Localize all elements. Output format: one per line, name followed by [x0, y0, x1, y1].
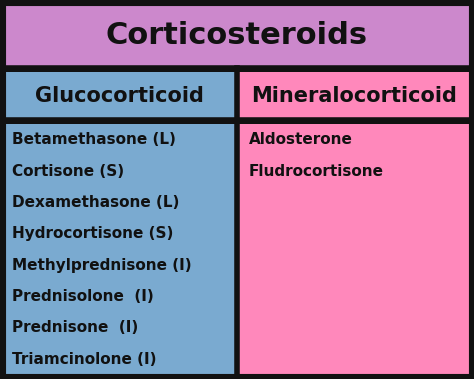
Bar: [4, 124, 236, 375]
Text: Glucocorticoid: Glucocorticoid: [35, 86, 204, 106]
Text: Prednisolone  (I): Prednisolone (I): [12, 289, 154, 304]
Bar: [4, 4, 470, 68]
Bar: [238, 124, 470, 375]
Text: Prednisone  (I): Prednisone (I): [12, 320, 138, 335]
Text: Mineralocorticoid: Mineralocorticoid: [251, 86, 457, 106]
Text: Aldosterone: Aldosterone: [248, 132, 352, 147]
Text: Cortisone (S): Cortisone (S): [12, 164, 124, 179]
Text: Betamethasone (L): Betamethasone (L): [12, 132, 176, 147]
Bar: [238, 72, 470, 120]
Text: Corticosteroids: Corticosteroids: [106, 22, 368, 50]
Bar: [4, 72, 236, 120]
Text: Hydrocortisone (S): Hydrocortisone (S): [12, 226, 173, 241]
Text: Dexamethasone (L): Dexamethasone (L): [12, 195, 179, 210]
Text: Methylprednisone (I): Methylprednisone (I): [12, 258, 191, 273]
Text: Triamcinolone (I): Triamcinolone (I): [12, 352, 156, 367]
Text: Fludrocortisone: Fludrocortisone: [248, 164, 383, 179]
